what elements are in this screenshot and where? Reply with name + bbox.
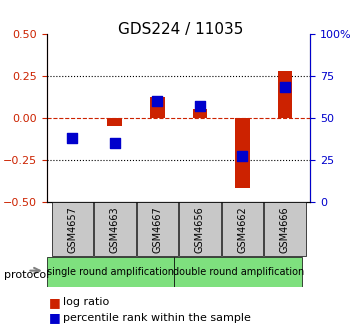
Point xyxy=(112,140,118,145)
Point xyxy=(240,154,245,159)
Point xyxy=(70,135,75,140)
Bar xyxy=(222,202,263,256)
Text: GSM4666: GSM4666 xyxy=(280,206,290,253)
Bar xyxy=(278,71,292,118)
Point xyxy=(282,85,288,90)
Text: single round amplification: single round amplification xyxy=(47,267,174,277)
Bar xyxy=(150,97,165,118)
Bar xyxy=(52,202,93,256)
Point xyxy=(197,103,203,109)
Point xyxy=(155,98,160,103)
Bar xyxy=(179,202,221,256)
Text: GSM4667: GSM4667 xyxy=(152,206,162,253)
Bar xyxy=(192,109,207,118)
Text: ■: ■ xyxy=(49,311,61,324)
Bar xyxy=(47,257,174,287)
Text: double round amplification: double round amplification xyxy=(173,267,304,277)
Text: GSM4656: GSM4656 xyxy=(195,206,205,253)
Bar xyxy=(108,118,122,126)
Text: GSM4662: GSM4662 xyxy=(238,206,247,253)
Bar xyxy=(94,202,136,256)
Text: GSM4663: GSM4663 xyxy=(110,206,120,253)
Bar xyxy=(235,118,250,188)
Text: GSM4657: GSM4657 xyxy=(68,206,77,253)
Text: ■: ■ xyxy=(49,296,61,309)
Text: log ratio: log ratio xyxy=(63,297,109,307)
Text: percentile rank within the sample: percentile rank within the sample xyxy=(63,312,251,323)
Bar xyxy=(174,257,302,287)
Text: protocol: protocol xyxy=(4,269,49,280)
Bar xyxy=(264,202,306,256)
Bar xyxy=(136,202,178,256)
Text: GDS224 / 11035: GDS224 / 11035 xyxy=(118,22,243,37)
